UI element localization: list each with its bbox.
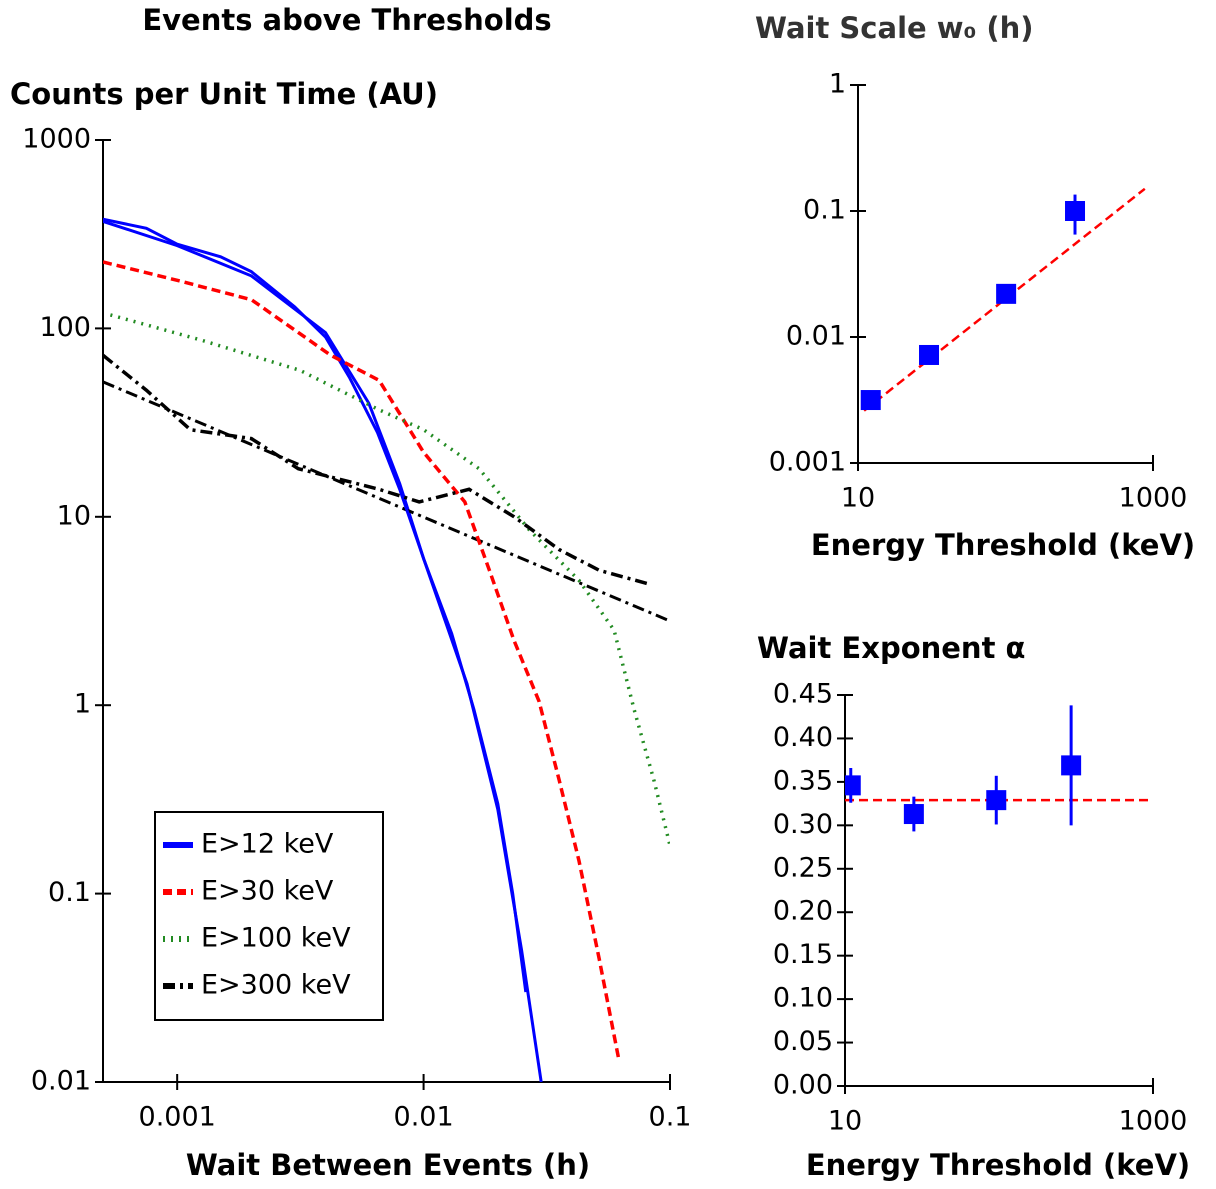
point [903, 804, 924, 825]
series-line [103, 217, 528, 993]
x-axis-label: Energy Threshold (keV) [806, 1148, 1190, 1182]
plot-area [103, 217, 670, 1082]
point [919, 344, 940, 365]
y-tick-label: 0.15 [773, 939, 833, 970]
fit-line [103, 380, 670, 623]
legend-label: E>30 keV [201, 876, 334, 907]
x-tick-label: 1000 [1119, 1106, 1188, 1137]
legend-label: E>100 keV [201, 923, 351, 954]
y-tick-label: 0.25 [773, 852, 833, 883]
y-tick-label: 0.05 [773, 1026, 833, 1057]
point [860, 390, 881, 411]
point [986, 790, 1007, 811]
fit-line [863, 187, 1146, 412]
plot-area [860, 187, 1146, 412]
x-tick-label: 0.001 [139, 1102, 216, 1133]
y-tick-label: 1 [74, 689, 91, 720]
point [1061, 755, 1082, 776]
panel: Wait Scale w₀ (h) Energy Threshold (keV) 0… [755, 11, 1195, 562]
chart-title: Events above Thresholds [142, 3, 551, 37]
y-tick-label: 0.01 [786, 321, 846, 352]
panel: Wait Exponent α Energy Threshold (keV) 0.0… [757, 631, 1190, 1182]
series-line [109, 313, 670, 846]
x-axis-label: Energy Threshold (keV) [811, 528, 1195, 562]
chart-title: Wait Exponent α [757, 631, 1025, 665]
series-line [103, 353, 650, 586]
y-tick-label: 0.1 [48, 877, 91, 908]
legend: E>12 keV E>30 keV E>100 keV E>300 keV [154, 811, 384, 1021]
x-tick-label: 10 [828, 1106, 862, 1137]
x-tick-label: 10 [841, 483, 875, 514]
y-tick-label: 0.35 [773, 765, 833, 796]
point [1065, 201, 1086, 221]
y-tick-label: 1000 [22, 124, 91, 155]
y-tick-label: 0.00 [773, 1070, 833, 1101]
y-tick-label: 0.1 [803, 195, 846, 226]
point [996, 283, 1017, 304]
y-tick-label: 0.45 [773, 679, 833, 710]
y-tick-label: 0.10 [773, 983, 833, 1014]
y-tick-label: 0.01 [31, 1066, 91, 1097]
x-tick-label: 0.1 [649, 1102, 692, 1133]
y-axis-label: Counts per Unit Time (AU) [10, 77, 438, 111]
y-tick-label: 0.40 [773, 722, 833, 753]
x-tick-label: 1000 [1119, 483, 1188, 514]
y-tick-label: 100 [39, 312, 91, 343]
legend-label: E>300 keV [201, 970, 351, 1001]
chart-title: Wait Scale w₀ (h) [755, 11, 1034, 45]
y-tick-label: 0.20 [773, 896, 833, 927]
series-line [103, 260, 621, 1061]
x-tick-label: 0.01 [394, 1102, 454, 1133]
point [845, 775, 861, 796]
panel: Events above Thresholds Counts per Unit T… [10, 3, 691, 1182]
plot-area [845, 705, 1153, 832]
y-tick-label: 1 [829, 69, 846, 100]
y-tick-label: 10 [57, 500, 91, 531]
y-tick-label: 0.30 [773, 809, 833, 840]
legend-label: E>12 keV [201, 829, 334, 860]
x-axis-label: Wait Between Events (h) [186, 1148, 590, 1182]
y-tick-label: 0.001 [769, 447, 846, 478]
